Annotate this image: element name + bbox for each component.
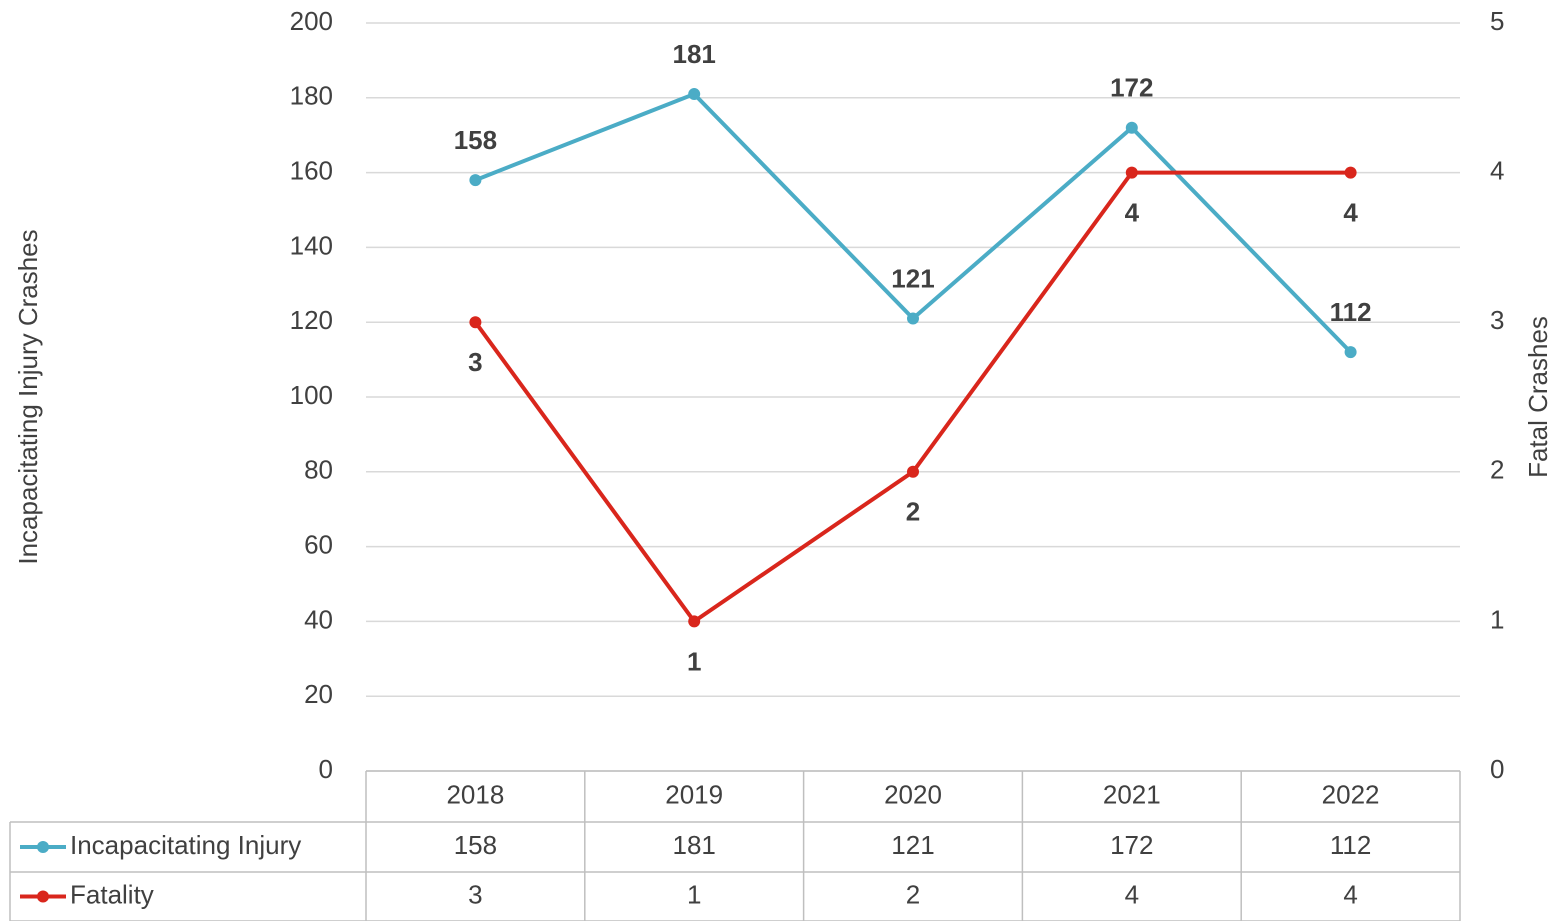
data-point [688, 88, 701, 101]
table-cell: 181 [673, 830, 716, 860]
data-label: 4 [1125, 197, 1140, 227]
y-tick-label: 80 [304, 455, 333, 485]
table-cell: 4 [1125, 879, 1139, 909]
x-tick-label: 2018 [446, 779, 504, 809]
data-label: 121 [891, 263, 934, 293]
table-cell: 158 [454, 830, 497, 860]
table-cell: 4 [1343, 879, 1357, 909]
y-tick-label: 160 [290, 155, 333, 185]
data-point [469, 316, 482, 329]
data-point [688, 615, 701, 628]
y2-axis-title: Fatal Crashes [1523, 316, 1553, 478]
y-tick-label: 0 [319, 754, 333, 784]
legend-label: Fatality [70, 879, 154, 909]
data-label: 3 [468, 347, 482, 377]
table-cell: 3 [468, 879, 482, 909]
data-label: 4 [1343, 197, 1358, 227]
y2-tick-label: 2 [1490, 455, 1504, 485]
data-point [907, 312, 919, 325]
y-tick-label: 140 [290, 230, 333, 260]
x-tick-label: 2021 [1103, 779, 1161, 809]
table-cell: 172 [1110, 830, 1153, 860]
data-label: 112 [1330, 297, 1372, 327]
y-tick-label: 100 [290, 380, 333, 410]
y-tick-label: 120 [290, 305, 333, 335]
table-cell: 1 [687, 879, 701, 909]
x-tick-label: 2019 [665, 779, 723, 809]
data-point [1344, 166, 1357, 179]
y-tick-label: 40 [304, 604, 333, 634]
data-label: 2 [906, 497, 920, 527]
data-point [1125, 166, 1138, 179]
table-cell: 2 [906, 879, 920, 909]
y2-tick-label: 5 [1490, 6, 1504, 36]
legend-label: Incapacitating Injury [70, 830, 301, 860]
table-cell: 112 [1330, 830, 1371, 860]
y-tick-label: 60 [304, 529, 333, 559]
x-tick-label: 2022 [1322, 779, 1380, 809]
data-label: 172 [1110, 73, 1153, 103]
legend-key [37, 890, 49, 903]
table-cell: 121 [891, 830, 934, 860]
y-tick-label: 200 [290, 6, 333, 36]
x-tick-label: 2020 [884, 779, 942, 809]
y-axis-title: Incapacitating Injury Crashes [13, 229, 43, 564]
data-point [1125, 121, 1138, 134]
data-label: 181 [673, 39, 716, 69]
data-point [1344, 346, 1357, 359]
y-tick-label: 20 [304, 679, 333, 709]
y-tick-label: 180 [290, 81, 333, 111]
y2-tick-label: 0 [1490, 754, 1504, 784]
data-point [469, 174, 482, 187]
data-point [907, 465, 919, 478]
data-label: 1 [687, 646, 701, 676]
data-label: 158 [454, 125, 497, 155]
y2-tick-label: 1 [1490, 604, 1504, 634]
y2-tick-label: 4 [1490, 155, 1504, 185]
legend-key [37, 841, 49, 853]
y2-tick-label: 3 [1490, 305, 1504, 335]
